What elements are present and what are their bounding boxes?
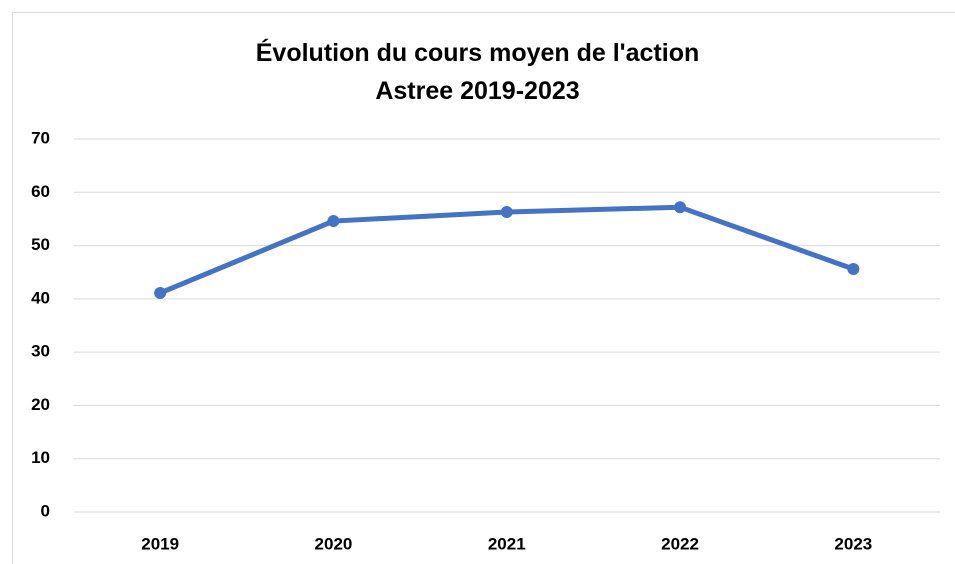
chart-border: [12, 12, 955, 564]
y-tick-label: 50: [31, 235, 50, 254]
x-tick-label: 2019: [141, 534, 179, 553]
y-tick-label: 0: [41, 501, 50, 520]
y-tick-label: 70: [31, 128, 50, 147]
x-tick-label: 2023: [834, 534, 872, 553]
y-tick-label: 20: [31, 395, 50, 414]
chart-title: Évolution du cours moyen de l'action Ast…: [255, 39, 700, 105]
y-tick-label: 10: [31, 448, 50, 467]
data-point: [154, 286, 167, 299]
x-tick-label: 2020: [315, 534, 353, 553]
x-tick-label: 2021: [488, 534, 526, 553]
y-tick-label: 30: [31, 342, 50, 361]
data-point: [500, 206, 513, 219]
data-point: [327, 215, 340, 228]
data-point: [847, 263, 860, 276]
y-tick-label: 40: [31, 288, 50, 307]
y-tick-label: 60: [31, 182, 50, 201]
data-point: [674, 201, 687, 214]
series-line: [159, 204, 855, 296]
x-tick-label: 2022: [661, 534, 699, 553]
